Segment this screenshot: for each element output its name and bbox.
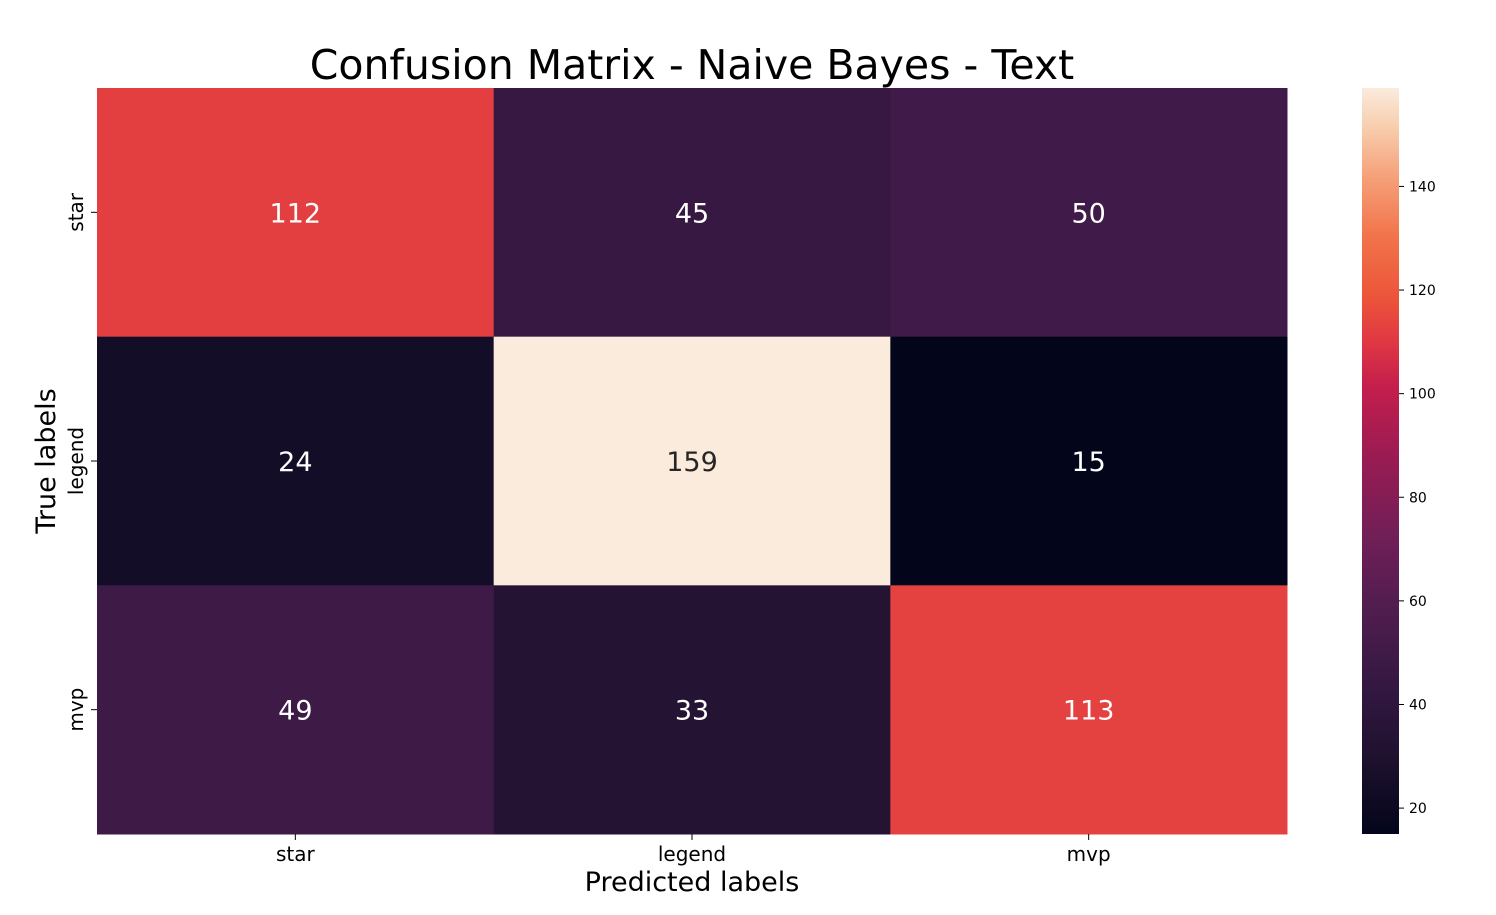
x-tick-label: star <box>276 842 316 866</box>
cell-value-label: 159 <box>666 447 718 478</box>
y-tick-label: legend <box>64 427 88 495</box>
colorbar-tick-label: 60 <box>1409 594 1427 610</box>
heatmap-cell <box>97 585 495 835</box>
heatmap-cells: 112 45 50 24 159 15 49 33 113 <box>97 88 1288 835</box>
chart-title: Confusion Matrix - Naive Bayes - Text <box>310 41 1075 89</box>
cell-value-label: 45 <box>675 198 709 229</box>
heatmap-cell <box>890 336 1288 586</box>
y-tick-label: mvp <box>64 688 88 732</box>
y-tick-label: star <box>64 192 88 232</box>
cell-value-label: 33 <box>675 696 709 727</box>
cell-value-label: 15 <box>1071 447 1105 478</box>
cell-value-label: 24 <box>278 447 312 478</box>
colorbar-gradient <box>1362 88 1399 834</box>
heatmap-cell <box>890 585 1288 835</box>
cell-value-label: 49 <box>278 696 312 727</box>
colorbar: 20 40 60 80 100 120 140 <box>1362 88 1436 834</box>
heatmap-cell <box>493 585 891 835</box>
x-tick-labels: star legend mvp <box>276 834 1111 866</box>
y-tick-labels: star legend mvp <box>64 192 97 732</box>
heatmap-cell <box>97 336 495 586</box>
heatmap-cell <box>493 336 891 586</box>
x-axis-label: Predicted labels <box>585 867 800 898</box>
colorbar-tick-label: 100 <box>1409 387 1436 403</box>
colorbar-tick-label: 120 <box>1409 283 1436 299</box>
cell-value-label: 50 <box>1071 198 1105 229</box>
heatmap-cell <box>890 88 1288 338</box>
cell-value-label: 113 <box>1063 696 1115 727</box>
y-axis-label: True labels <box>31 388 62 534</box>
colorbar-tick-label: 20 <box>1409 801 1427 817</box>
cell-value-label: 112 <box>270 198 322 229</box>
colorbar-tick-label: 80 <box>1409 490 1427 506</box>
colorbar-tick-label: 140 <box>1409 179 1436 195</box>
heatmap-cell <box>493 88 891 338</box>
x-tick-label: legend <box>658 842 726 866</box>
colorbar-tick-label: 40 <box>1409 697 1427 713</box>
x-tick-label: mvp <box>1067 842 1111 866</box>
heatmap-cell <box>97 88 495 338</box>
